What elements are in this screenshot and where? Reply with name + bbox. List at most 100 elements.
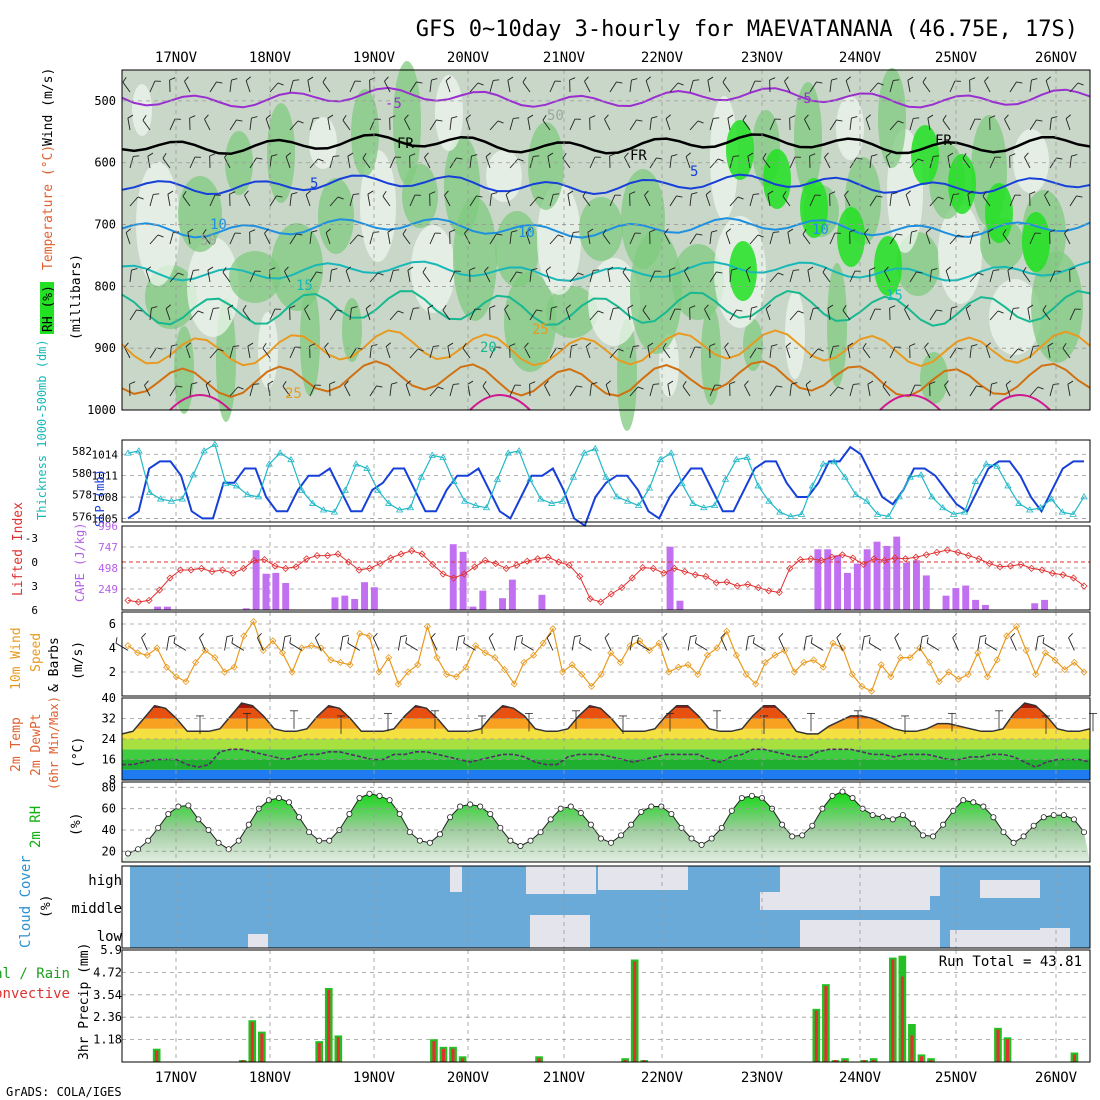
wind-barb-flag bbox=[962, 153, 967, 159]
wind-barb bbox=[547, 156, 551, 169]
wind-barb bbox=[789, 384, 792, 397]
wind-barb bbox=[389, 270, 394, 283]
slp-line bbox=[127, 445, 1084, 528]
rh-point bbox=[517, 843, 524, 850]
slp-tick: 1005 bbox=[92, 512, 119, 525]
thickness-point bbox=[352, 460, 360, 467]
li-point bbox=[239, 564, 248, 572]
precip-axis-label: 3hr Precip (mm) bbox=[77, 943, 92, 1060]
wind-barb-flag bbox=[222, 267, 227, 273]
thickness-point bbox=[841, 473, 849, 480]
wind-barb-flag bbox=[944, 380, 949, 386]
wind-barb-flag bbox=[365, 304, 371, 309]
wind-speed-point bbox=[530, 651, 538, 659]
cape-frame bbox=[121, 525, 1091, 611]
wind-barb-flag bbox=[202, 229, 207, 235]
li-point bbox=[849, 554, 857, 562]
rh-point bbox=[185, 802, 192, 809]
top-date-label: 18NOV bbox=[249, 50, 292, 66]
top-date-label: 17NOV bbox=[155, 50, 198, 66]
li-point bbox=[197, 564, 206, 572]
wind-barb-flag bbox=[991, 382, 998, 385]
wind-barb bbox=[919, 636, 923, 651]
wind-barb bbox=[521, 642, 534, 651]
wind-barb-flag bbox=[805, 380, 811, 385]
wind-barb-flag bbox=[1049, 229, 1056, 233]
wind-barb bbox=[182, 196, 191, 207]
thickness-point bbox=[1080, 493, 1088, 500]
wind-barb bbox=[944, 385, 951, 397]
dry-patch bbox=[588, 258, 640, 346]
li-point bbox=[933, 548, 941, 556]
slp-tick: 1008 bbox=[92, 491, 119, 504]
wind-barb-flag bbox=[513, 117, 520, 119]
wind-barb bbox=[829, 386, 839, 397]
wind-barb-flag bbox=[709, 343, 716, 347]
wind-barb-flag bbox=[744, 380, 749, 386]
wind-barb-flag bbox=[573, 231, 580, 233]
wind-barb bbox=[529, 196, 539, 207]
convective-precip-bar bbox=[900, 976, 904, 1062]
wind-barb bbox=[604, 119, 611, 131]
wind-barb-flag bbox=[631, 78, 638, 81]
rh-point bbox=[1081, 829, 1088, 836]
wind-barb bbox=[584, 81, 591, 93]
wind-barb-flag bbox=[587, 228, 594, 233]
wind-barb-flag bbox=[436, 119, 443, 122]
thickness-point bbox=[700, 504, 708, 511]
wind-barb-flag bbox=[1047, 342, 1054, 347]
wind-barb bbox=[209, 81, 217, 93]
cape-bar bbox=[981, 604, 989, 610]
thickness-point bbox=[863, 497, 871, 504]
wind-barb-flag bbox=[1005, 380, 1011, 385]
wind-barb-flag bbox=[1065, 114, 1071, 119]
wind-barb-flag bbox=[316, 271, 323, 274]
wind-barb-flag bbox=[604, 633, 610, 638]
wind-barb bbox=[505, 194, 511, 207]
wind-barb bbox=[367, 194, 371, 207]
wind-barb bbox=[707, 80, 711, 93]
wind-barb bbox=[1009, 81, 1017, 93]
wind-barb bbox=[269, 195, 277, 207]
wind-barb-flag bbox=[551, 306, 558, 309]
cape-axis-label: CAPE (J/kg) bbox=[73, 523, 87, 602]
wind-barb-flag bbox=[431, 78, 438, 81]
dry-patch bbox=[938, 204, 982, 304]
wind-barb bbox=[929, 270, 932, 283]
li-point bbox=[502, 564, 510, 572]
thickness-point bbox=[461, 497, 469, 504]
top-date-label: 25NOV bbox=[935, 50, 978, 66]
wind-barb-flag bbox=[984, 637, 987, 644]
isotherm-line bbox=[121, 217, 1091, 239]
wind-barb bbox=[1042, 310, 1051, 321]
wind-barb-flag bbox=[836, 119, 843, 122]
wind-barb bbox=[549, 308, 552, 321]
cape-bar bbox=[1031, 603, 1039, 610]
cape-bar bbox=[676, 600, 684, 610]
wind-barb-flag bbox=[289, 305, 296, 309]
rh-point bbox=[537, 829, 544, 836]
wind-barb-flag bbox=[233, 345, 240, 347]
wind-barb bbox=[249, 270, 256, 283]
li-point bbox=[838, 551, 846, 559]
wind-barb bbox=[827, 308, 831, 321]
wind-barb-flag bbox=[347, 152, 354, 157]
wind-barb bbox=[365, 308, 371, 321]
wind-barb bbox=[397, 636, 402, 651]
wind-barb bbox=[329, 196, 339, 207]
cape-bar bbox=[262, 573, 270, 610]
rh-point bbox=[809, 822, 816, 829]
upper-air-frame bbox=[121, 69, 1091, 411]
wind-barb bbox=[484, 271, 491, 283]
wind10m-axis-label: 10m Wind bbox=[9, 627, 24, 690]
wind-barb-flag bbox=[685, 152, 691, 157]
rh-point bbox=[457, 803, 464, 810]
wind-barb-flag bbox=[277, 82, 284, 86]
contour-label: 5 bbox=[310, 176, 318, 192]
wind-barb bbox=[322, 82, 331, 93]
wind-barb-flag bbox=[387, 228, 394, 233]
thickness-point bbox=[417, 473, 426, 480]
rh-point bbox=[125, 850, 132, 857]
chart-title: GFS 0~10day 3-hourly for MAEVATANANA (46… bbox=[416, 17, 1078, 42]
wind-barb-flag bbox=[793, 269, 800, 271]
